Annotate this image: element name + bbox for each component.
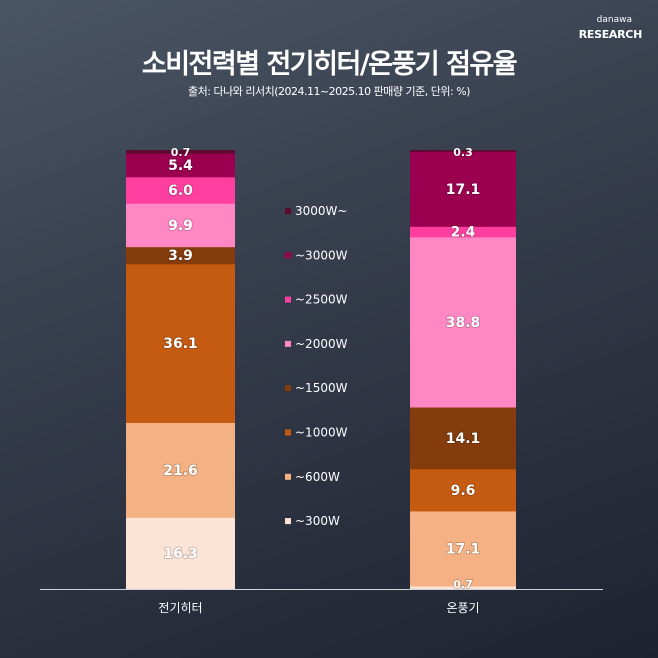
legend-label: ~3000W — [295, 248, 348, 262]
data-label: 6.0 — [168, 183, 193, 199]
data-label: 0.3 — [453, 146, 473, 159]
legend-label: ~300W — [295, 514, 340, 528]
legend-swatch — [285, 208, 291, 214]
bar-segment — [410, 468, 516, 512]
legend-label: ~1000W — [295, 426, 348, 440]
legend-swatch — [285, 296, 291, 303]
legend-swatch — [285, 473, 291, 480]
legend-label: ~600W — [295, 470, 340, 484]
legend-swatch — [285, 252, 291, 259]
bar-segment — [410, 236, 516, 408]
data-label: 0.7 — [453, 578, 473, 591]
logo-line2: RESEARCH — [578, 28, 643, 41]
bar-segment — [410, 151, 516, 227]
data-label: 9.6 — [451, 483, 476, 499]
bar-segment — [126, 517, 235, 590]
bar-segment — [126, 246, 235, 265]
data-label: 36.1 — [163, 336, 198, 352]
logo-line1: danawa — [596, 15, 632, 25]
legend-swatch — [285, 429, 291, 436]
bar-segment — [126, 176, 235, 204]
data-label: 17.1 — [446, 182, 481, 198]
legend-swatch — [285, 340, 291, 347]
bar-segment — [410, 406, 516, 470]
data-label: 16.3 — [163, 546, 198, 562]
bar-segment — [410, 226, 516, 238]
data-label: 2.4 — [451, 225, 476, 241]
legend-swatch — [285, 385, 291, 392]
bar-segment — [410, 150, 516, 152]
bar-segment — [126, 203, 235, 248]
danawa-research-logo: danawa RESEARCH — [578, 15, 643, 41]
data-label: 0.7 — [171, 146, 191, 159]
legend-label: ~2500W — [295, 293, 348, 307]
legend-label: ~1500W — [295, 381, 348, 395]
data-label: 9.9 — [168, 218, 193, 234]
data-label: 21.6 — [163, 463, 198, 479]
legend-swatch — [285, 518, 291, 525]
bar-segment — [126, 422, 235, 518]
bar-segment — [126, 153, 235, 178]
bar-segment — [410, 585, 516, 590]
data-label: 5.4 — [168, 158, 193, 174]
chart-subtitle: 출처: 다나와 리서치(2024.11~2025.10 판매량 기준, 단위: … — [188, 85, 470, 98]
category-label: 전기히터 — [158, 601, 202, 615]
bar-segment — [126, 150, 235, 154]
chart-title: 소비전력별 전기히터/온풍기 점유율 — [141, 49, 518, 80]
legend-label: 3000W~ — [295, 204, 347, 218]
data-label: 3.9 — [168, 248, 193, 264]
legend-label: ~2000W — [295, 337, 348, 351]
category-label: 온풍기 — [446, 601, 479, 615]
bar-segment — [126, 263, 235, 423]
data-label: 17.1 — [446, 541, 481, 557]
data-label: 14.1 — [446, 431, 481, 447]
data-label: 38.8 — [446, 315, 481, 331]
bar-segment — [410, 510, 516, 587]
